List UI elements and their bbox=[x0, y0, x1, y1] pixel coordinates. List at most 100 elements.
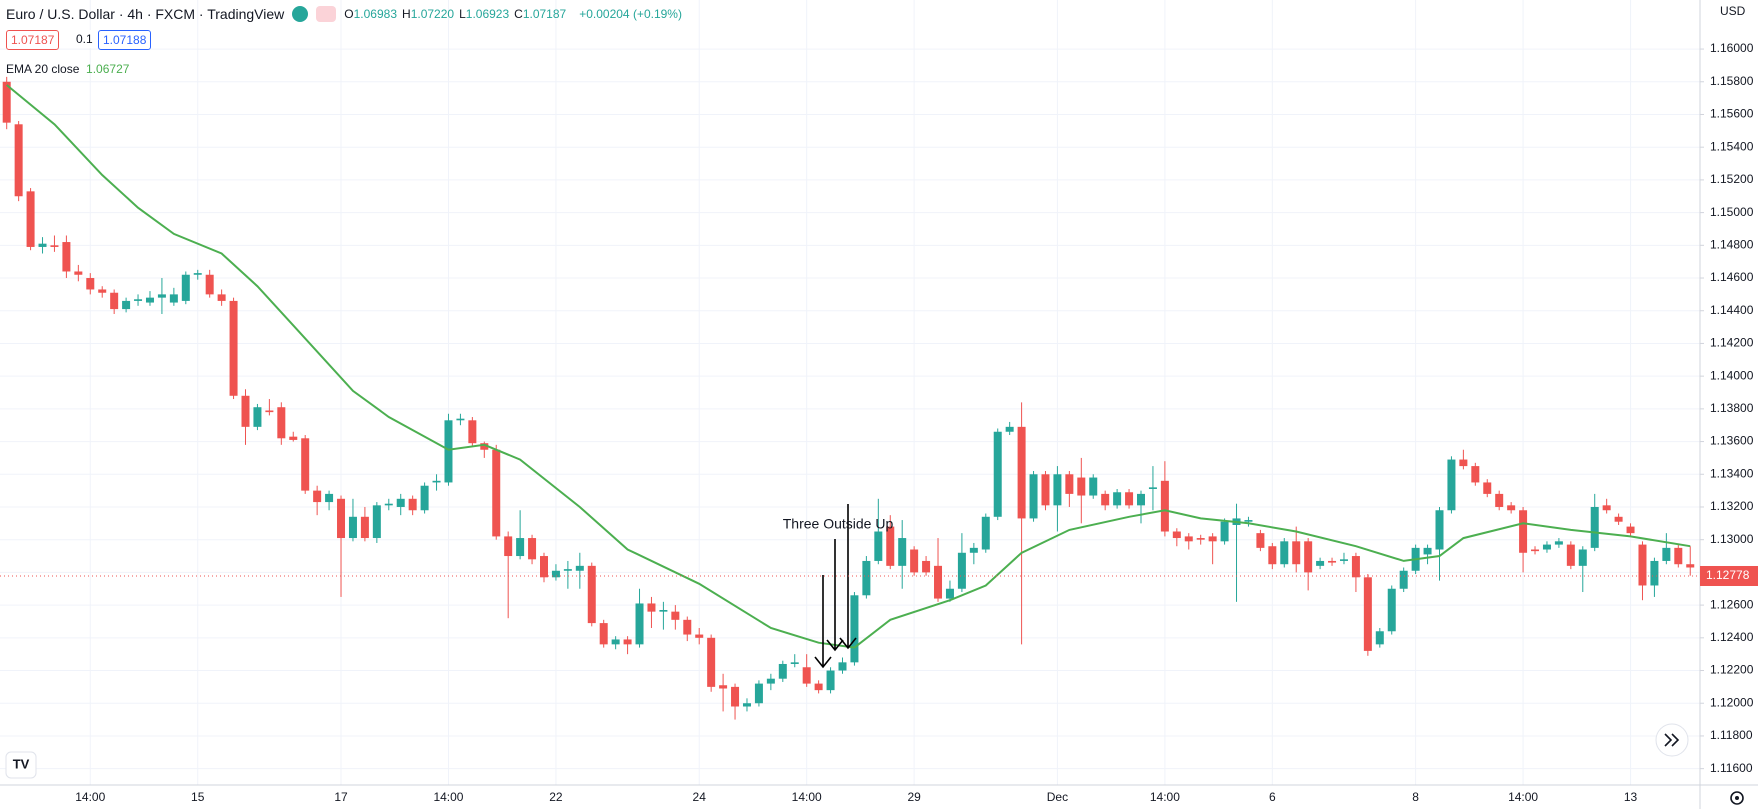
candle-body bbox=[1423, 547, 1432, 555]
y-tick-label: 1.14200 bbox=[1710, 336, 1754, 350]
candle-body bbox=[301, 438, 310, 491]
candle-body bbox=[456, 418, 465, 421]
candle-body bbox=[1495, 493, 1504, 507]
candle-body bbox=[623, 639, 632, 645]
candle-body bbox=[420, 485, 429, 511]
arrow bbox=[826, 539, 844, 652]
candle-body bbox=[205, 274, 214, 295]
x-tick-label: 15 bbox=[191, 790, 205, 804]
header-change: +0.00204 (+0.19%) bbox=[579, 7, 682, 21]
candle-body bbox=[1316, 560, 1325, 566]
candle-body bbox=[1399, 570, 1408, 589]
candle-body bbox=[74, 271, 83, 275]
candle-body bbox=[1686, 564, 1695, 568]
ohlc-value: 1.07220 bbox=[410, 7, 455, 21]
candle-body bbox=[1041, 474, 1050, 506]
settings-button[interactable] bbox=[1730, 791, 1744, 805]
x-tick-label: 29 bbox=[907, 790, 921, 804]
candle-body bbox=[683, 619, 692, 635]
candle-body bbox=[277, 407, 286, 439]
candle-body bbox=[898, 538, 907, 566]
candle-body bbox=[444, 420, 453, 483]
candle-body bbox=[707, 637, 716, 687]
candle-body bbox=[862, 560, 871, 596]
candle-body bbox=[181, 274, 190, 301]
y-tick-label: 1.14400 bbox=[1710, 303, 1754, 317]
candle-body bbox=[86, 278, 95, 290]
candle-body bbox=[337, 498, 346, 539]
candle-body bbox=[468, 420, 477, 444]
candle-body bbox=[957, 552, 966, 589]
y-tick-label: 1.12200 bbox=[1710, 663, 1754, 677]
x-tick-label: 14:00 bbox=[1150, 790, 1180, 804]
status-dot bbox=[292, 6, 309, 22]
candle-body bbox=[1029, 474, 1038, 519]
candle-body bbox=[480, 443, 489, 450]
candle-body bbox=[384, 503, 393, 506]
candle-body bbox=[742, 703, 751, 707]
status-badge bbox=[316, 6, 337, 22]
candle-body bbox=[1184, 536, 1193, 542]
last-price-label: 1.12778 bbox=[1706, 568, 1750, 582]
candle-body bbox=[26, 191, 35, 247]
candle-body bbox=[910, 549, 919, 573]
candle-body bbox=[874, 531, 883, 561]
candle-body bbox=[1089, 477, 1098, 496]
candle-body bbox=[1566, 544, 1575, 566]
y-tick-label: 1.14800 bbox=[1710, 237, 1754, 251]
svg-text:TV: TV bbox=[13, 756, 30, 771]
candle-body bbox=[193, 273, 202, 275]
candle-body bbox=[635, 603, 644, 645]
candle-body bbox=[1148, 487, 1157, 489]
candle-body bbox=[1244, 520, 1253, 522]
candle-body bbox=[372, 505, 381, 539]
x-tick-label: 22 bbox=[549, 790, 563, 804]
candle-body bbox=[1065, 474, 1074, 494]
candle-body bbox=[253, 407, 262, 427]
candle-body bbox=[1292, 541, 1301, 565]
indicator-name: EMA 20 close bbox=[6, 62, 80, 76]
candle-body bbox=[1125, 492, 1134, 506]
candle-body bbox=[1626, 526, 1635, 534]
candle-body bbox=[1519, 510, 1528, 553]
candle-body bbox=[62, 242, 71, 272]
x-tick-label: 14:00 bbox=[792, 790, 822, 804]
candle-body bbox=[945, 588, 954, 599]
y-tick-label: 1.12400 bbox=[1710, 630, 1754, 644]
candle-body bbox=[1435, 510, 1444, 550]
y-tick-label: 1.13400 bbox=[1710, 466, 1754, 480]
candle-body bbox=[1160, 480, 1169, 532]
candle-body bbox=[1220, 521, 1229, 542]
candle-body bbox=[814, 683, 823, 691]
candle-body bbox=[348, 516, 357, 539]
arrows bbox=[814, 504, 857, 669]
y-tick-label: 1.13200 bbox=[1710, 499, 1754, 513]
candle-body bbox=[1662, 547, 1671, 561]
candle-body bbox=[1363, 577, 1372, 651]
candle-body bbox=[1459, 459, 1468, 467]
y-tick-label: 1.11600 bbox=[1710, 761, 1753, 775]
candle-body bbox=[719, 685, 728, 689]
candle-body bbox=[993, 431, 1002, 517]
bid[interactable]: 1.07187 bbox=[6, 30, 60, 50]
ohlc-value: 1.06923 bbox=[465, 7, 510, 21]
candle-body bbox=[778, 663, 787, 679]
candle-body bbox=[766, 678, 775, 684]
candle-body bbox=[790, 662, 799, 664]
candle-body bbox=[265, 410, 274, 413]
scroll-button[interactable] bbox=[1655, 723, 1689, 757]
candle-body bbox=[1554, 541, 1563, 545]
candle-body bbox=[2, 81, 11, 123]
candle-body bbox=[145, 297, 154, 303]
candle-body bbox=[1304, 541, 1313, 573]
ask[interactable]: 1.07188 bbox=[98, 30, 152, 50]
candle-body bbox=[122, 300, 131, 310]
candle-body bbox=[587, 565, 596, 624]
candle-body bbox=[826, 670, 835, 691]
candle-body bbox=[217, 294, 226, 301]
candle-body bbox=[289, 436, 298, 440]
candle-body bbox=[1542, 544, 1551, 550]
candle-body bbox=[1638, 544, 1647, 586]
